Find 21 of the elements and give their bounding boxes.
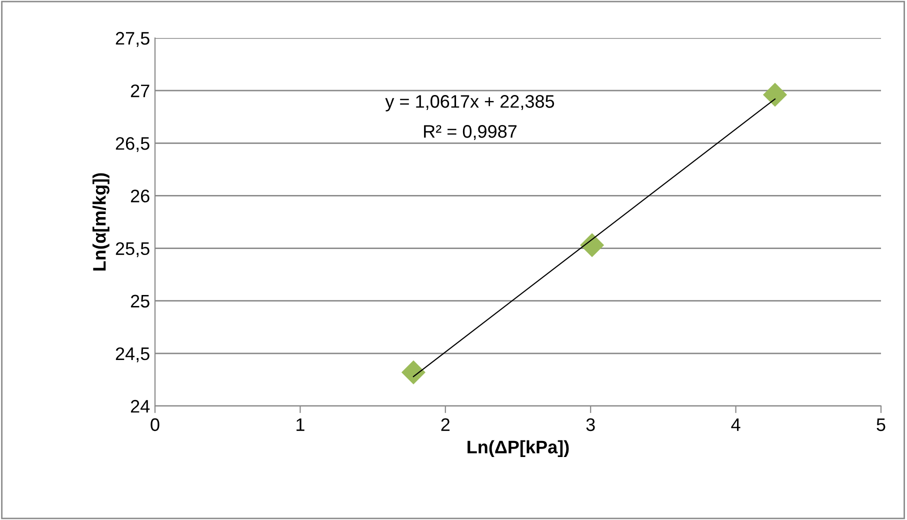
x-tick-label: 3 <box>586 418 595 432</box>
y-tick-label: 26 <box>130 190 150 202</box>
annotation: R² = 0,9987 <box>424 125 517 140</box>
x-tick-label: 0 <box>150 418 160 432</box>
x-axis-title: Ln(ΔP[kPa]) <box>468 440 569 458</box>
y-tick-label: 25 <box>130 294 150 308</box>
x-tick-label: 4 <box>731 418 740 431</box>
x-tick-label: 5 <box>876 418 886 432</box>
y-axis-title: Ln(α[m/kg]) <box>92 173 110 270</box>
y-tick-label: 27 <box>130 84 150 98</box>
y-tick-label: 25,5 <box>116 242 150 258</box>
x-tick-label: 1 <box>296 418 304 431</box>
point <box>401 360 426 384</box>
y-tick-label: 24 <box>130 400 150 413</box>
y-tick-label: 24,5 <box>116 347 150 362</box>
y-tick-label: 27,5 <box>116 32 150 47</box>
x-tick-label: 2 <box>441 418 450 431</box>
y-tick-label: 26,5 <box>116 137 150 152</box>
point <box>762 82 788 107</box>
point <box>580 233 604 258</box>
annotation: y = 1,0617x + 22,385 <box>385 95 554 112</box>
